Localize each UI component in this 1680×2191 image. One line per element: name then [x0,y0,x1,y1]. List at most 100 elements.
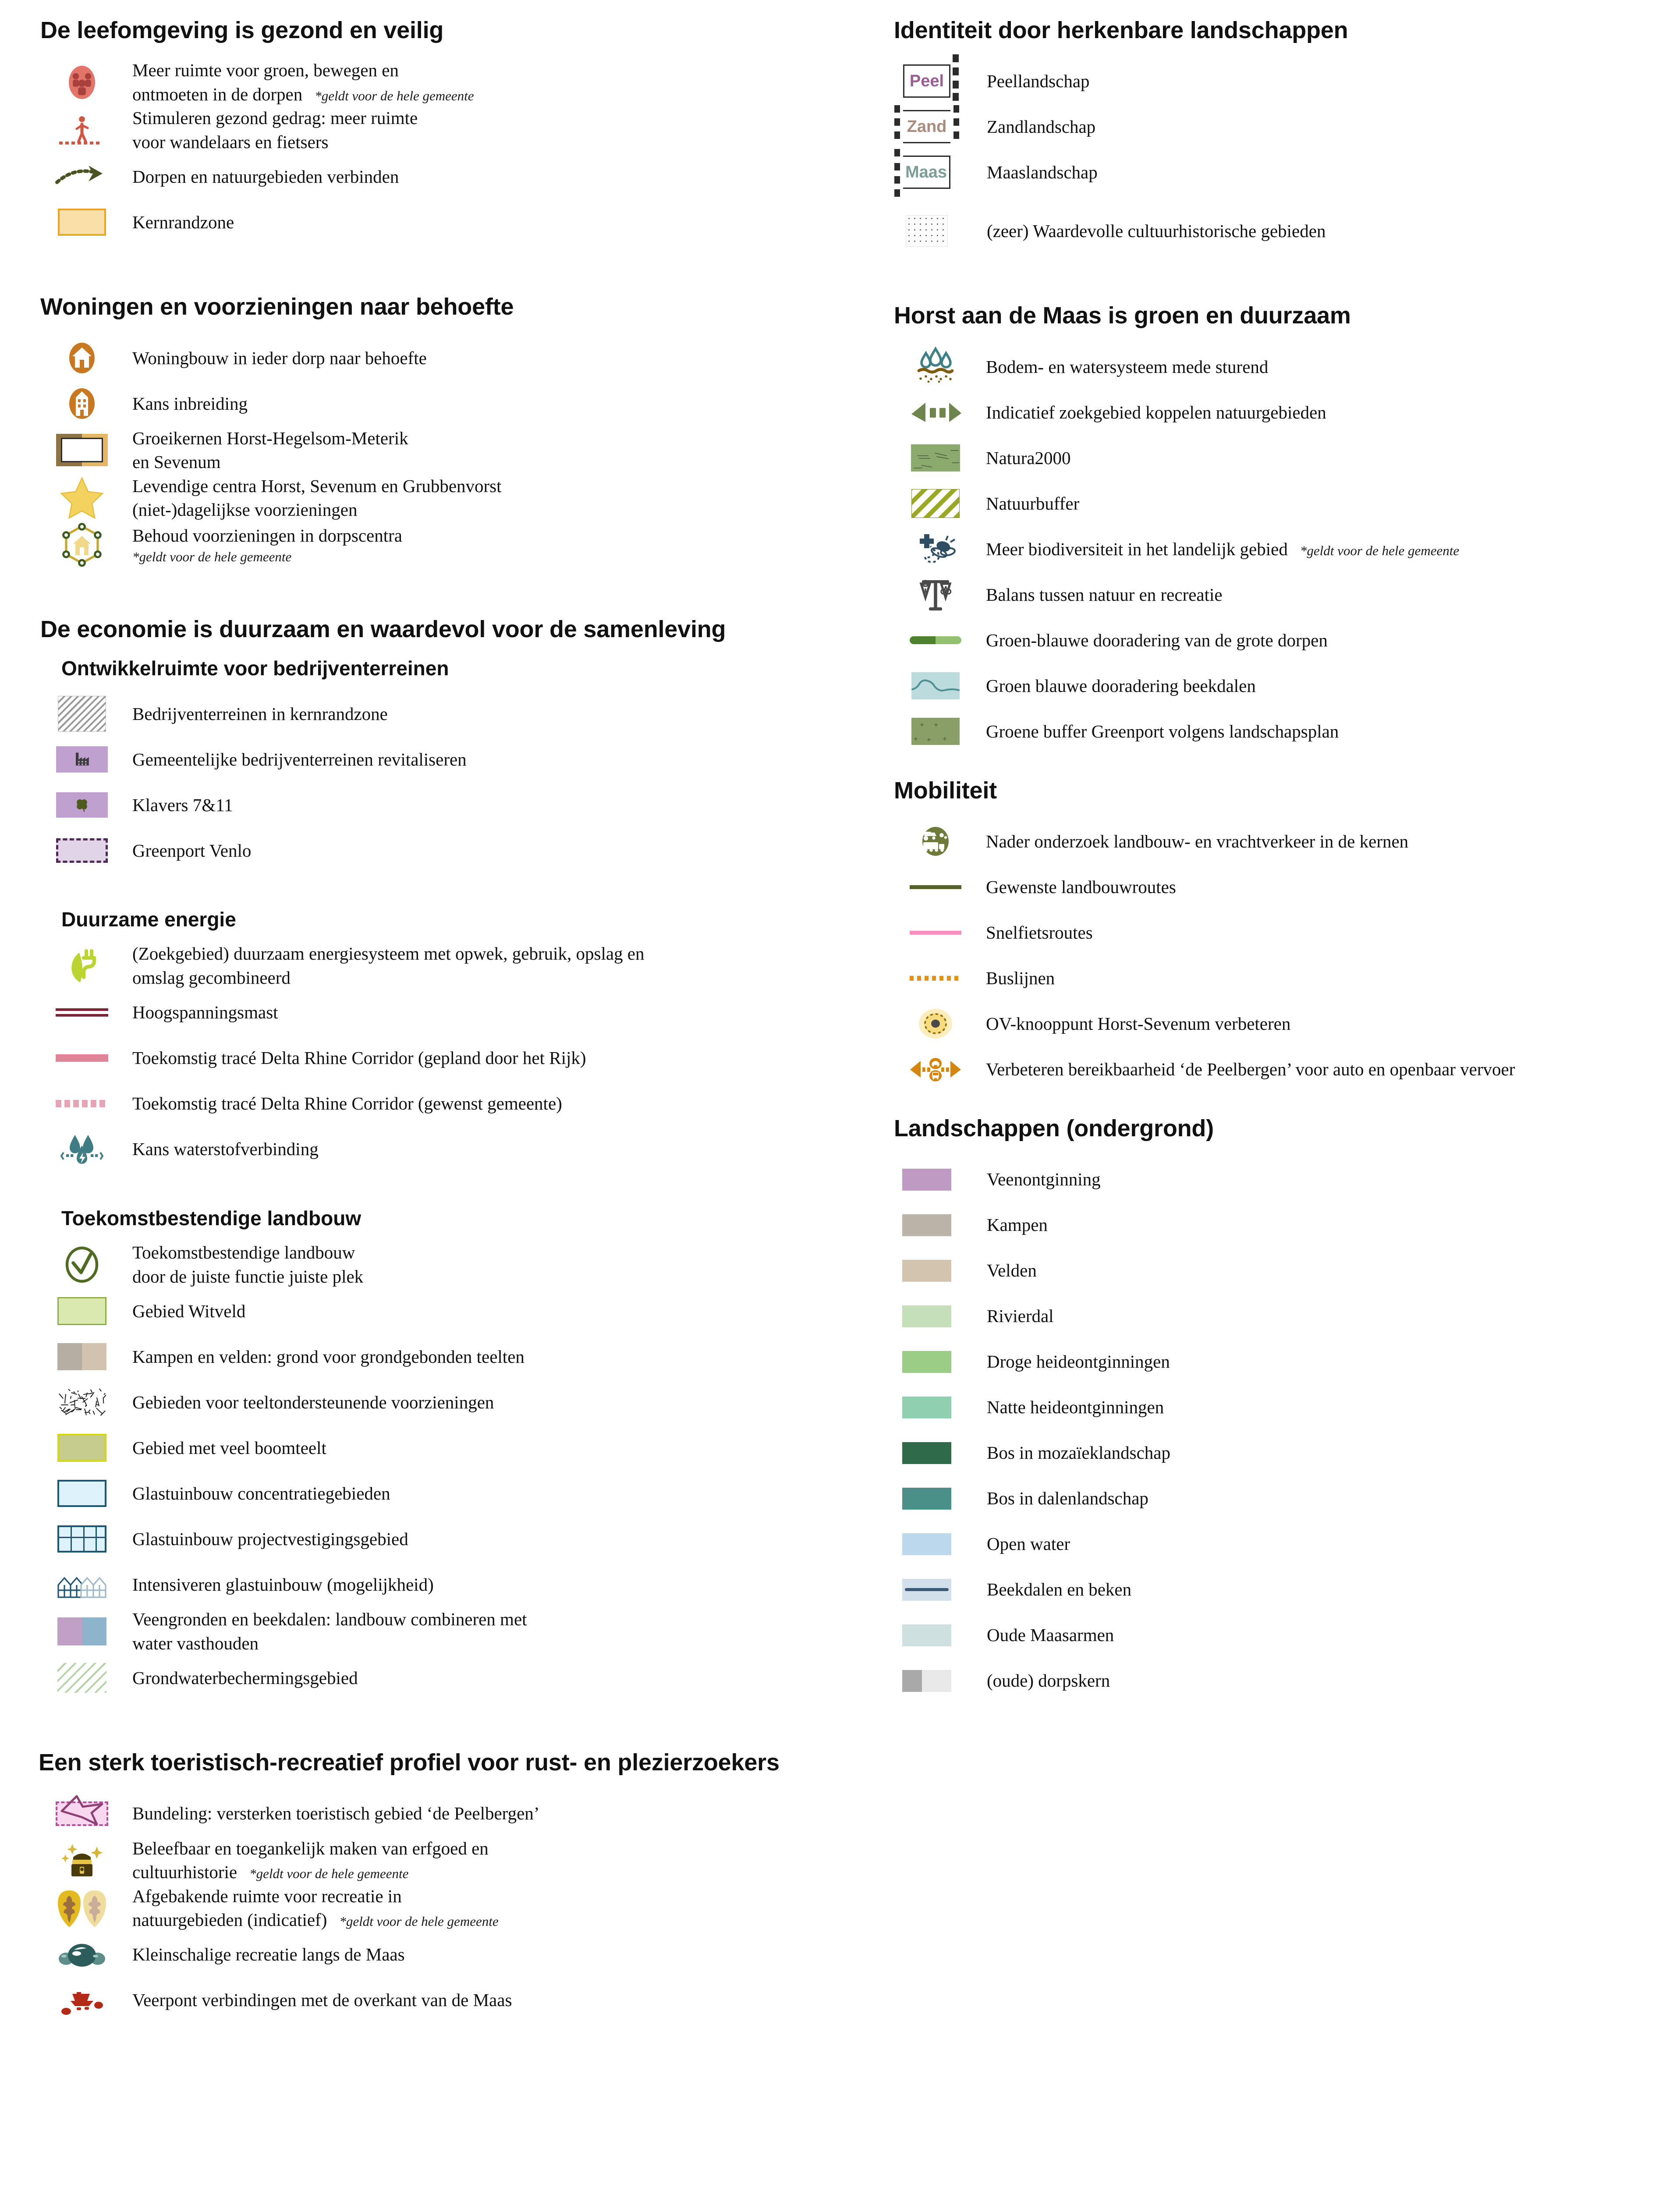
legend-item: Meer ruimte voor groen, bewegen en ontmo… [40,58,868,106]
legend-item: Veenontginning [894,1157,1680,1202]
groenblauw-line [894,617,977,663]
color-swatch [894,1339,960,1385]
house-ring-icon [40,522,124,567]
groene-buffer-swatch [894,709,977,754]
legend-label-line1: Meer ruimte voor groen, bewegen en [132,60,399,81]
legend-label: Maaslandschap [987,162,1098,183]
legend-label: Gewenste landbouwroutes [986,876,1176,897]
legend-item: Meer biodiversiteit in het landelijk geb… [894,526,1680,572]
legend-item: (zeer) Waardevolle cultuurhistorische ge… [894,208,1680,254]
legend-label: Glastuinbouw projectvestigingsgebied [132,1528,408,1549]
legend-label: Dorpen en natuurgebieden verbinden [132,167,399,187]
legend-item: Rivierdal [894,1294,1680,1339]
legend-item: Bodem- en watersysteem mede sturend [894,344,1680,390]
arrows-link-icon [894,390,977,435]
balance-scale-icon [894,572,977,617]
legend-item: Veerpont verbindingen met de overkant va… [40,1978,868,2023]
legend-item: (oude) dorpskern [894,1658,1680,1704]
boomteelt-swatch [40,1425,124,1471]
legend-item: Stimuleren gezond gedrag: meer ruimte vo… [40,106,868,154]
legend-item: Zand Zandlandschap [894,104,1680,149]
legend-label-line1: Levendige centra Horst, Sevenum en Grubb… [132,475,502,496]
legend-label-line2: (niet-)dagelijkse voorzieningen [132,500,358,520]
legend-label: Bedrijventerreinen in kernrandzone [132,703,388,724]
pebbles-icon [40,1932,124,1978]
legend-label: Bundeling: versterken toeristisch gebied… [132,1803,540,1824]
legend-item: Natte heideontginningen [894,1385,1680,1430]
legend-label: Woningbouw in ieder dorp naar behoefte [132,347,427,368]
treasure-chest-icon [40,1837,124,1883]
legend-item: Woningbouw in ieder dorp naar behoefte [40,335,868,381]
maas-label-box: Maas [894,149,960,197]
legend-label: Groen blauwe dooradering beekdalen [986,675,1256,696]
legend-item: Open water [894,1521,1680,1567]
legend-item: Maas Maaslandschap [894,149,1680,197]
legend-item: Kernrandzone [40,199,868,245]
factory-icon [40,737,124,782]
people-meeting-icon [40,60,124,105]
color-swatch [894,1385,960,1430]
legend-item: Peel Peellandschap [894,54,1680,104]
legend-item: Droge heideontginningen [894,1339,1680,1385]
natura2000-swatch [894,435,977,481]
legend-item: Gebied met veel boomteelt [40,1425,868,1471]
legend-label: Nader onderzoek landbouw- en vrachtverke… [986,831,1409,851]
legend-label: Meer ruimte voor groen, bewegen en ontmo… [132,58,474,106]
legend-item: Behoud voorzieningen in dorpscentra *gel… [40,522,868,567]
check-circle-icon [40,1242,124,1287]
color-swatch [894,1476,960,1521]
legend-item: OV-knooppunt Horst-Sevenum verbeteren [894,1001,1680,1046]
legend-item: Nader onderzoek landbouw- en vrachtverke… [894,819,1680,864]
legend-label: Zandlandschap [987,117,1096,137]
legend-label: Gebieden voor teeltondersteunende voorzi… [132,1392,494,1412]
legend-label: Balans tussen natuur en recreatie [986,584,1223,605]
legend-label: Kernrandzone [132,212,234,233]
legend-label: Beleefbaar en toegankelijk maken van erf… [132,1836,489,1884]
legend-item: Afgebakende ruimte voor recreatie in nat… [40,1884,868,1932]
kampen-velden-swatch [40,1334,124,1379]
legend-item: (Zoekgebied) duurzaam energiesysteem met… [40,942,868,989]
legend-root: De leefomgeving is gezond en veilig Meer… [39,17,1680,2023]
tall-house-circle-icon [40,381,124,426]
legend-item: Natuurbuffer [894,481,1680,526]
legend-item: Groene buffer Greenport volgens landscha… [894,709,1680,754]
walking-person-icon [40,107,124,153]
legend-label: Veengronden en beekdalen: landbouw combi… [132,1607,527,1655]
snelfietsroute-line [894,910,977,955]
section-title-landschappen: Landschappen (ondergrond) [894,1115,1214,1142]
legend-label: Natuurbuffer [986,493,1080,514]
legend-note: *geldt voor de hele gemeente [132,549,292,564]
split-grey-swatch [894,1658,960,1704]
legend-label: Bos in mozaïeklandschap [987,1443,1171,1463]
legend-label-line1: Afgebakende ruimte voor recreatie in [132,1886,402,1906]
grey-hatch-swatch [40,691,124,737]
bereikbaarheid-icon [894,1046,977,1092]
legend-label: Meer biodiversiteit in het landelijk geb… [986,537,1459,561]
legend-label: Groeikernen Horst-Hegelsom-Meterik en Se… [132,426,408,474]
badge-text: Maas [905,163,947,181]
glastuinbouw-swatch [40,1471,124,1516]
landbouwroute-line [894,864,977,910]
beekdalen-wave-swatch [894,663,977,709]
legend-label: Gebied met veel boomteelt [132,1437,326,1458]
oak-leaves-icon [40,1885,124,1931]
legend-label-line2: ontmoeten in de dorpen [132,84,303,104]
legend-item: Bos in mozaïeklandschap [894,1430,1680,1476]
legend-item: Kampen en velden: grond voor grondgebond… [40,1334,868,1379]
ov-knooppunt-icon [894,1001,977,1046]
legend-label: Greenport Venlo [132,840,252,861]
veengronden-swatch [40,1609,124,1654]
legend-label-line1: Beleefbaar en toegankelijk maken van erf… [132,1838,489,1858]
legend-label-line2: door de juiste functie juiste plek [132,1266,364,1287]
legend-label: Snelfietsroutes [986,922,1093,943]
legend-label: Glastuinbouw concentratiegebieden [132,1483,390,1503]
section-title-groen: Horst aan de Maas is groen en duurzaam [894,302,1351,329]
legend-label: Afgebakende ruimte voor recreatie in nat… [132,1884,499,1932]
section-title-toerisme: Een sterk toeristisch-recreatief profiel… [39,1749,780,1776]
legend-item: Groeikernen Horst-Hegelsom-Meterik en Se… [40,426,868,474]
legend-label: Verbeteren bereikbaarheid ‘de Peelbergen… [986,1059,1515,1079]
witveld-swatch [40,1288,124,1334]
color-swatch [894,1157,960,1202]
legend-label-line1: Behoud voorzieningen in dorpscentra [132,525,402,546]
legend-item: Toekomstig tracé Delta Rhine Corridor (g… [40,1081,868,1127]
